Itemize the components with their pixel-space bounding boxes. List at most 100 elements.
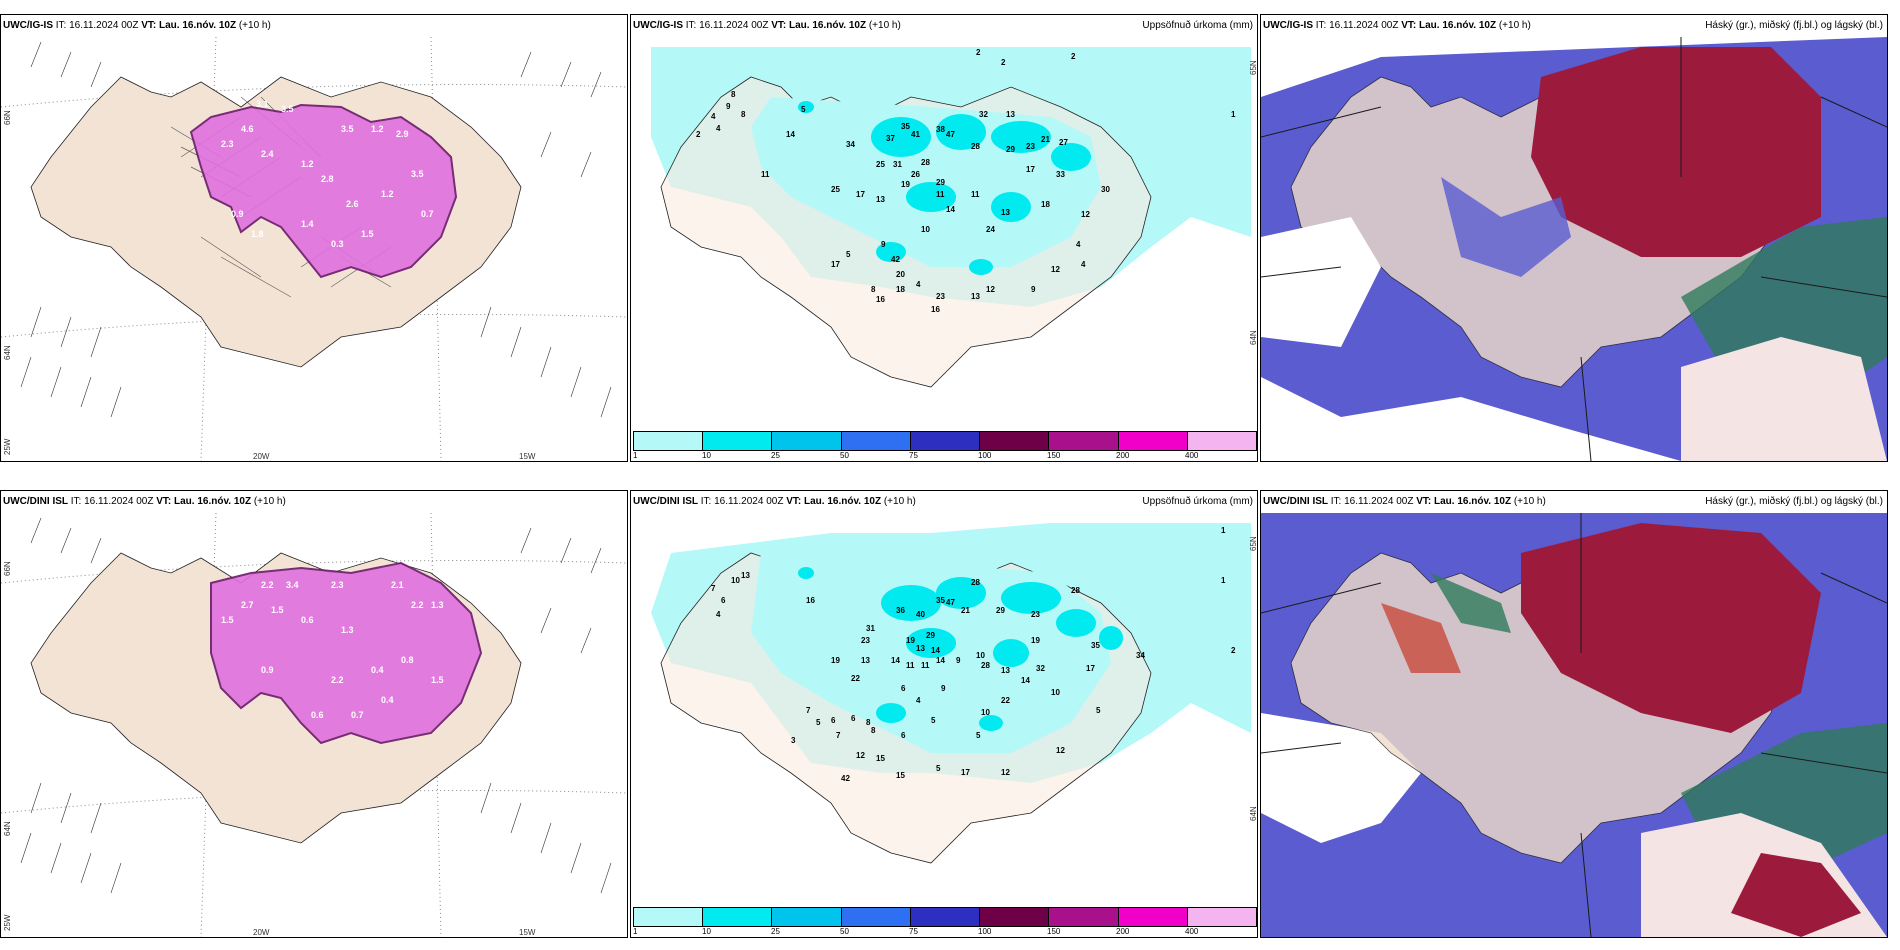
- panel-title: UWC/IG-IS IT: 16.11.2024 00Z VT: Lau. 16…: [633, 20, 901, 31]
- svg-text:11: 11: [761, 170, 770, 179]
- svg-text:42: 42: [891, 255, 900, 264]
- lon-label: 15W: [519, 928, 536, 937]
- map-cloud-cover: [1261, 513, 1887, 937]
- svg-text:9: 9: [941, 684, 946, 693]
- panel-field-label: Háský (gr.), miðský (fj.bl.) og lágský (…: [1705, 20, 1883, 31]
- svg-text:2.2: 2.2: [411, 600, 424, 610]
- svg-text:2.6: 2.6: [346, 199, 359, 209]
- svg-text:23: 23: [861, 636, 870, 645]
- svg-text:6: 6: [721, 596, 726, 605]
- svg-text:7: 7: [806, 706, 811, 715]
- svg-text:0.4: 0.4: [381, 695, 394, 705]
- svg-text:1.2: 1.2: [371, 124, 384, 134]
- lat-label: 64N: [1249, 330, 1258, 345]
- svg-text:1.4: 1.4: [301, 219, 314, 229]
- svg-text:1: 1: [1231, 110, 1236, 119]
- svg-text:47: 47: [946, 598, 955, 607]
- svg-text:7: 7: [836, 731, 841, 740]
- lat-label: 64N: [1249, 806, 1258, 821]
- svg-text:1.2: 1.2: [381, 189, 394, 199]
- svg-text:0.3: 0.3: [331, 239, 344, 249]
- svg-text:28: 28: [971, 578, 980, 587]
- svg-text:28: 28: [981, 661, 990, 670]
- svg-text:35: 35: [901, 122, 910, 131]
- svg-text:1.3: 1.3: [341, 625, 354, 635]
- svg-text:14: 14: [936, 656, 945, 665]
- panel-title: UWC/DINI ISL IT: 16.11.2024 00Z VT: Lau.…: [3, 496, 286, 507]
- svg-text:4: 4: [1076, 240, 1081, 249]
- svg-text:2.1: 2.1: [391, 580, 404, 590]
- map-cloud-cover: [1261, 37, 1887, 461]
- svg-text:13: 13: [1001, 208, 1010, 217]
- lon-label: 25W: [3, 914, 12, 931]
- svg-text:41: 41: [911, 130, 920, 139]
- svg-text:17: 17: [1086, 664, 1095, 673]
- svg-text:10: 10: [731, 576, 740, 585]
- svg-text:3.5: 3.5: [281, 104, 294, 114]
- svg-text:2: 2: [696, 130, 701, 139]
- svg-text:9: 9: [956, 656, 961, 665]
- svg-text:6: 6: [901, 731, 906, 740]
- svg-text:1.2: 1.2: [301, 159, 314, 169]
- svg-text:18: 18: [896, 285, 905, 294]
- svg-text:42: 42: [841, 774, 850, 783]
- svg-text:38: 38: [936, 125, 945, 134]
- svg-text:29: 29: [1006, 145, 1015, 154]
- svg-text:22: 22: [1001, 696, 1010, 705]
- svg-text:22: 22: [851, 674, 860, 683]
- svg-text:9: 9: [726, 102, 731, 111]
- svg-text:4.6: 4.6: [241, 124, 254, 134]
- svg-text:8: 8: [866, 718, 871, 727]
- colorbar: [633, 431, 1257, 451]
- svg-text:3.5: 3.5: [411, 169, 424, 179]
- svg-text:26: 26: [911, 170, 920, 179]
- svg-text:25: 25: [831, 185, 840, 194]
- lat-label: 65N: [1249, 536, 1258, 551]
- svg-text:34: 34: [846, 140, 855, 149]
- svg-text:3.1: 3.1: [256, 99, 269, 109]
- svg-text:31: 31: [866, 624, 875, 633]
- svg-text:0.4: 0.4: [371, 665, 384, 675]
- svg-text:10: 10: [921, 225, 930, 234]
- svg-text:16: 16: [876, 295, 885, 304]
- panel-accumulated-precip-ig: UWC/IG-IS IT: 16.11.2024 00Z VT: Lau. 16…: [630, 14, 1258, 462]
- svg-text:6: 6: [901, 684, 906, 693]
- svg-text:30: 30: [1101, 185, 1110, 194]
- svg-text:36: 36: [896, 606, 905, 615]
- panel-title: UWC/IG-IS IT: 16.11.2024 00Z VT: Lau. 16…: [3, 20, 271, 31]
- svg-text:19: 19: [906, 636, 915, 645]
- svg-text:2.9: 2.9: [396, 129, 409, 139]
- panel-title: UWC/IG-IS IT: 16.11.2024 00Z VT: Lau. 16…: [1263, 20, 1531, 31]
- svg-text:2: 2: [976, 48, 981, 57]
- svg-text:4: 4: [716, 124, 721, 133]
- svg-text:12: 12: [856, 751, 865, 760]
- lon-label: 20W: [253, 928, 270, 937]
- svg-text:4: 4: [1081, 260, 1086, 269]
- svg-text:5: 5: [1096, 706, 1101, 715]
- svg-text:11: 11: [936, 190, 945, 199]
- svg-text:29: 29: [996, 606, 1005, 615]
- svg-text:24: 24: [986, 225, 995, 234]
- svg-text:2.3: 2.3: [331, 580, 344, 590]
- svg-text:10: 10: [981, 708, 990, 717]
- svg-text:16: 16: [931, 305, 940, 314]
- svg-text:0.7: 0.7: [421, 209, 434, 219]
- lon-label: 15W: [519, 452, 536, 461]
- svg-text:8: 8: [871, 726, 876, 735]
- svg-text:8: 8: [731, 90, 736, 99]
- svg-text:12: 12: [1001, 768, 1010, 777]
- svg-text:1.8: 1.8: [251, 229, 264, 239]
- svg-text:5: 5: [936, 764, 941, 773]
- svg-text:11: 11: [906, 661, 915, 670]
- svg-text:12: 12: [1081, 210, 1090, 219]
- svg-text:2: 2: [1001, 58, 1006, 67]
- svg-text:13: 13: [971, 292, 980, 301]
- svg-text:5: 5: [846, 250, 851, 259]
- svg-text:5: 5: [931, 716, 936, 725]
- svg-text:6: 6: [831, 716, 836, 725]
- svg-text:17: 17: [1026, 165, 1035, 174]
- svg-text:16: 16: [806, 596, 815, 605]
- svg-text:4: 4: [916, 280, 921, 289]
- svg-text:17: 17: [856, 190, 865, 199]
